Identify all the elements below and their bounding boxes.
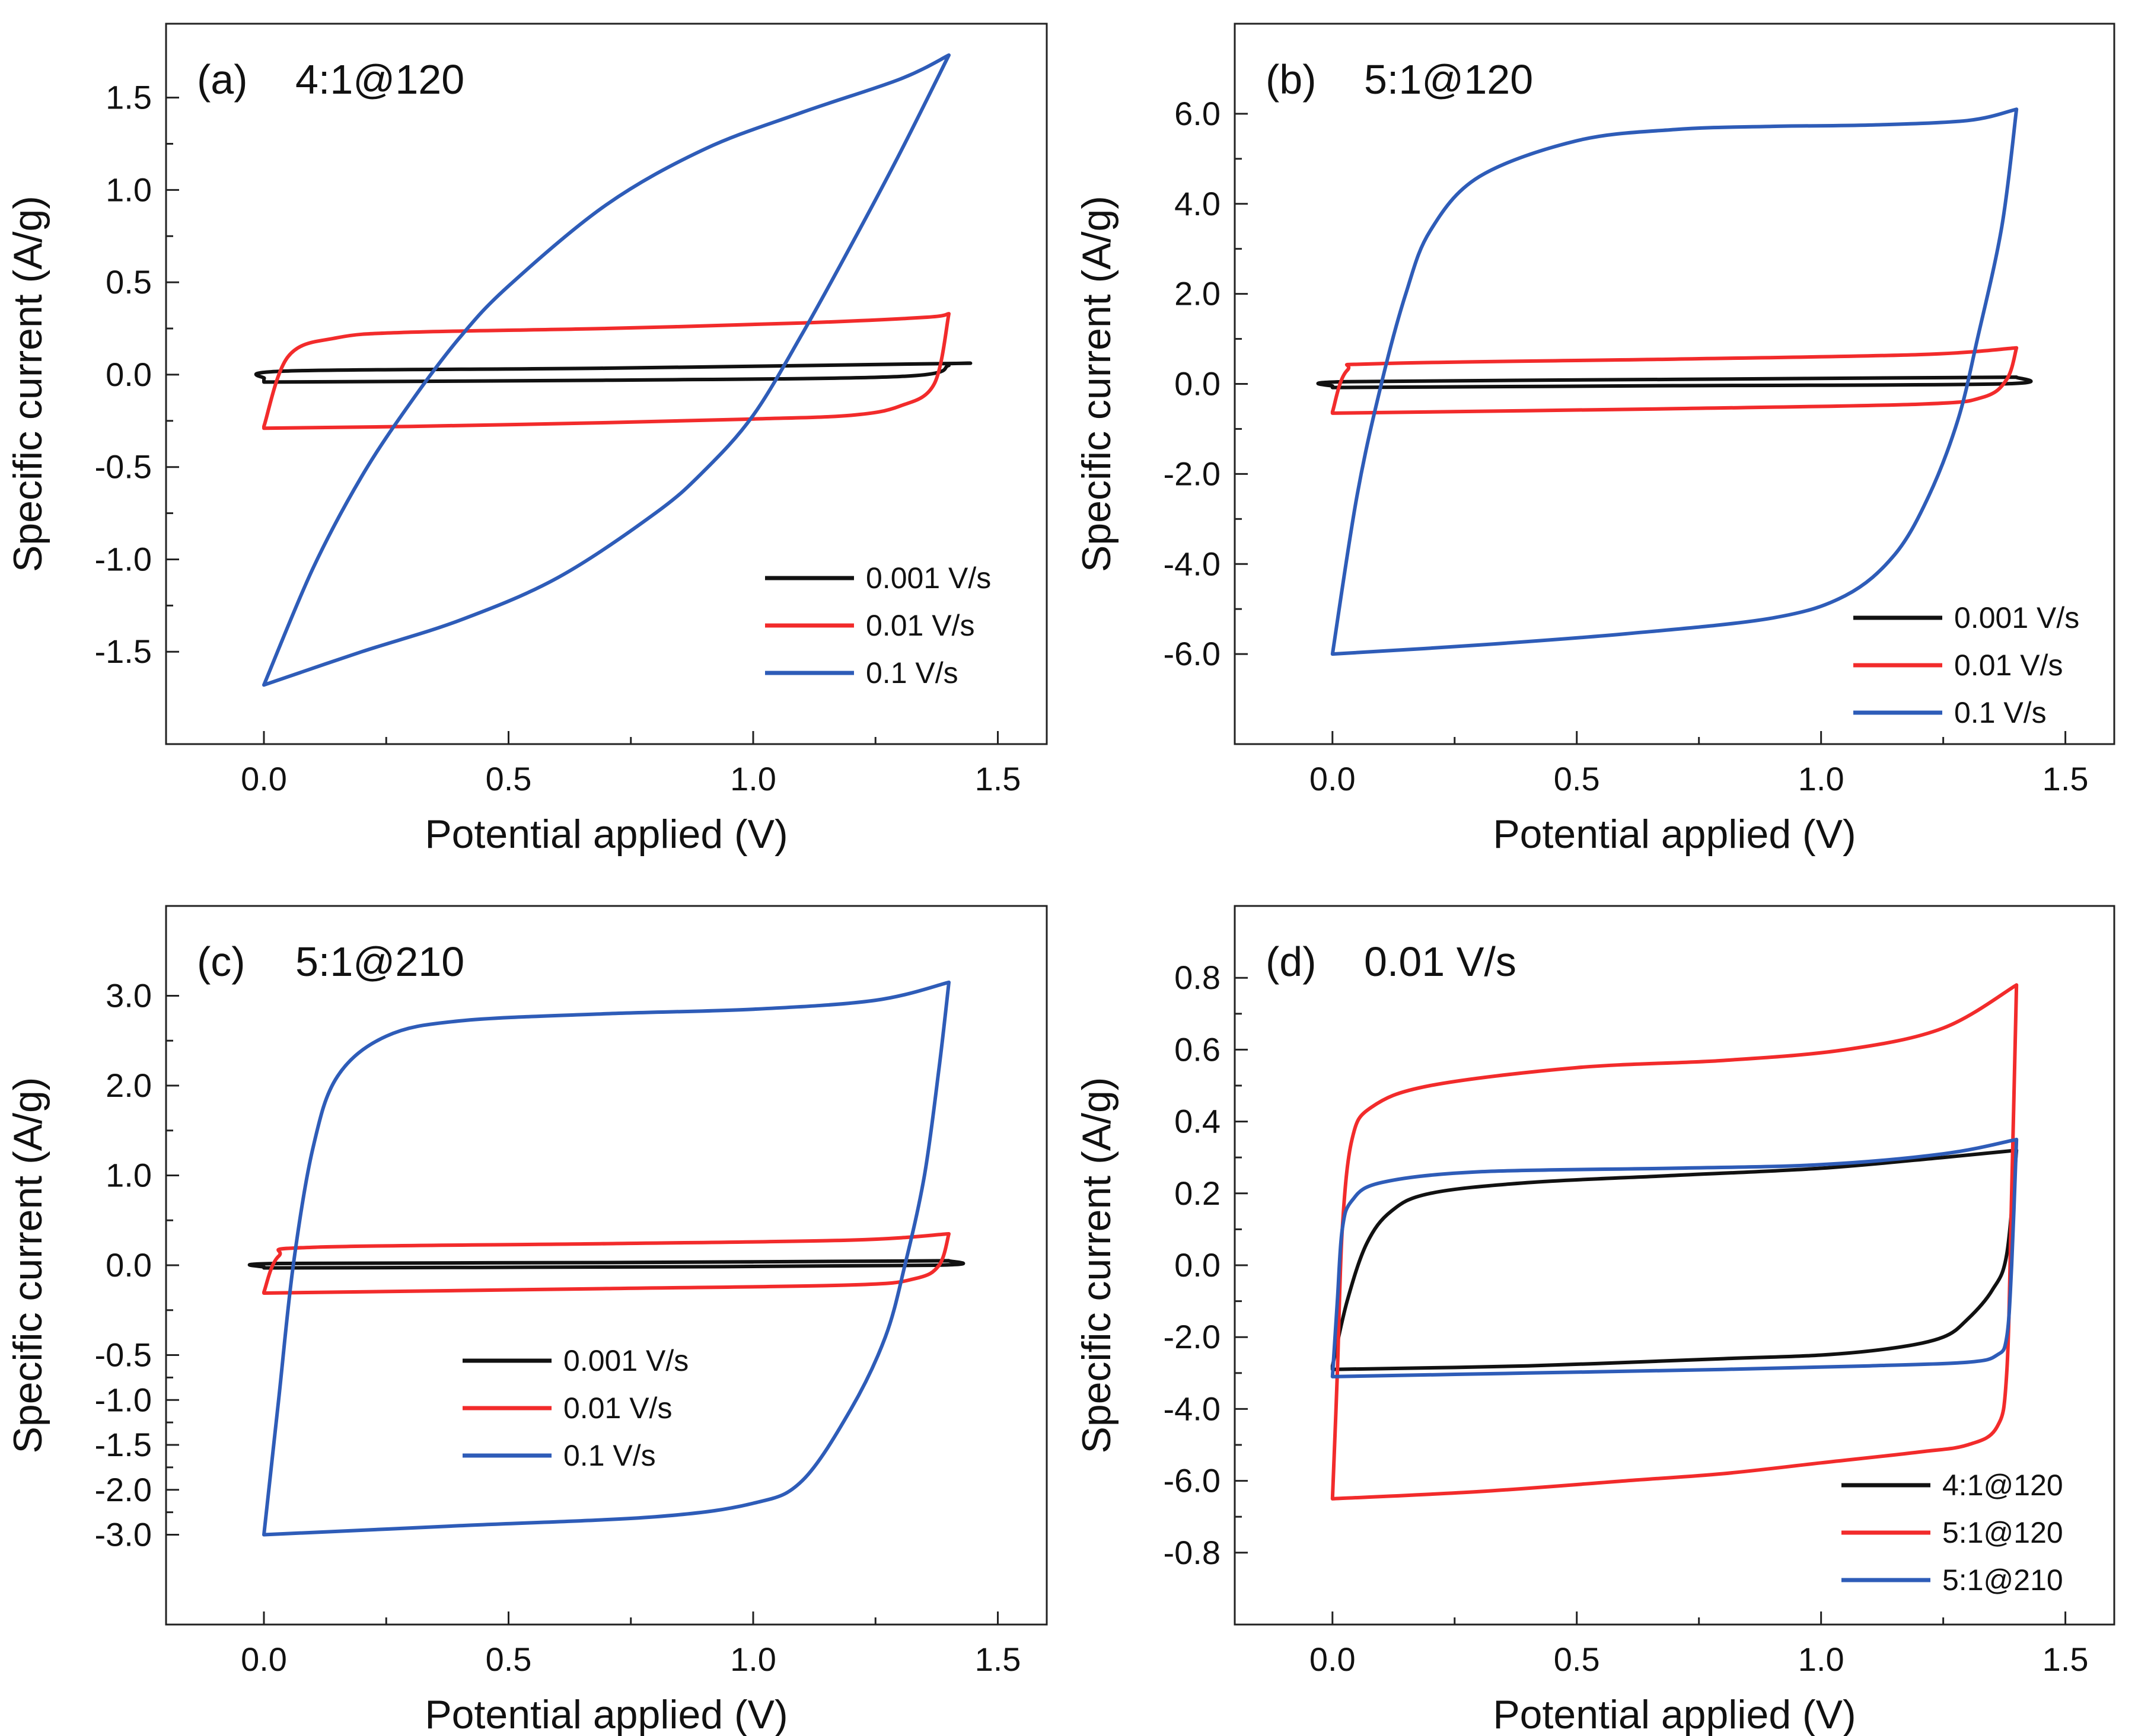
legend-label: 0.01 V/s (866, 609, 974, 642)
y-tick-label: -6.0 (1164, 635, 1221, 672)
series-line-0-01-v-s (1330, 346, 2019, 415)
panel-title: 4:1@120 (295, 56, 464, 103)
y-tick-label: -3.0 (95, 1516, 152, 1553)
y-tick-label: 0.2 (1174, 1175, 1221, 1212)
y-tick-label: -0.8 (1164, 1534, 1221, 1571)
series-line-0-1-v-s (1330, 107, 2019, 656)
panel-a: 0.0 0.5 1.0 1.5 -1.5 -1.0 -0.5 0.0 0.5 1.0 1.5 Pote… (5, 23, 1048, 857)
series-line-0-01-v-s (262, 1232, 951, 1295)
series-line-0-1-v-s (262, 53, 951, 687)
y-tick-label: 2.0 (1174, 275, 1221, 312)
series-line-0-001-v-s (247, 1259, 965, 1270)
panel-title: 5:1@120 (1364, 56, 1533, 103)
legend-label: 4:1@120 (1942, 1469, 2063, 1502)
y-tick-label: 1.5 (106, 79, 152, 116)
legend: 0.001 V/s 0.01 V/s 0.1 V/s (463, 1344, 689, 1472)
y-tick-label: 0.6 (1174, 1030, 1221, 1068)
y-tick-label: 0.0 (106, 1246, 152, 1284)
y-tick-label: -6.0 (1164, 1462, 1221, 1499)
x-tick-label: 0.0 (241, 760, 287, 797)
y-tick-label: -2.0 (1164, 455, 1221, 492)
legend-label: 5:1@210 (1942, 1563, 2063, 1597)
panel-label: (b) (1266, 56, 1317, 103)
series-line-0-001-v-s (254, 361, 973, 384)
x-tick-label: 1.0 (730, 760, 776, 797)
series-line-5-1-210 (1330, 1137, 2019, 1378)
series-line-0-1-v-s (262, 980, 951, 1537)
y-tick-label: 2.0 (106, 1067, 152, 1104)
panel-d: 0.0 0.5 1.0 1.5 -0.8 -6.0 -4.0 -2.0 0.0 0.2 0.4 0.6… (1074, 905, 2115, 1736)
panel-c: 0.0 0.5 1.0 1.5 -3.0 -2.0 -1.5 -1.0 -0.5 0.0 1.0 2.… (5, 905, 1048, 1736)
y-tick-label: -1.5 (95, 633, 152, 670)
y-tick-label: 4.0 (1174, 185, 1221, 222)
y-tick-label: 0.4 (1174, 1103, 1221, 1140)
y-tick-label: 3.0 (106, 977, 152, 1014)
legend-label: 0.01 V/s (563, 1392, 672, 1425)
legend-label: 0.1 V/s (1954, 696, 2047, 729)
x-tick-label: 0.5 (1554, 1641, 1600, 1678)
y-tick-label: 0.0 (1174, 1246, 1221, 1284)
y-axis-title: Specific current (A/g) (1074, 1077, 1119, 1454)
y-tick-label: -4.0 (1164, 1390, 1221, 1427)
legend-label: 0.1 V/s (563, 1439, 656, 1472)
y-tick-label: -4.0 (1164, 545, 1221, 582)
y-tick-label: 0.5 (106, 263, 152, 301)
x-axis-title: Potential applied (V) (425, 812, 788, 857)
y-tick-label: -1.0 (95, 1381, 152, 1418)
x-tick-label: 0.0 (241, 1641, 287, 1678)
y-tick-label: 6.0 (1174, 95, 1221, 132)
x-tick-label: 0.0 (1309, 760, 1356, 797)
legend: 0.001 V/s 0.01 V/s 0.1 V/s (1853, 601, 2079, 729)
y-tick-label: 0.0 (106, 356, 152, 393)
legend-label: 5:1@120 (1942, 1516, 2063, 1549)
x-axis-title: Potential applied (V) (425, 1692, 788, 1736)
x-axis-title: Potential applied (V) (1493, 812, 1856, 857)
series-line-5-1-120 (1330, 983, 2019, 1501)
legend-label: 0.001 V/s (866, 561, 991, 595)
legend-label: 0.001 V/s (563, 1344, 689, 1377)
y-tick-label: 0.8 (1174, 959, 1221, 996)
y-tick-label: -0.5 (95, 1336, 152, 1374)
panel-label: (c) (197, 939, 246, 985)
y-tick-label: -2.0 (1164, 1318, 1221, 1355)
panel-label: (a) (197, 56, 248, 103)
legend-label: 0.1 V/s (866, 656, 958, 690)
panel-title: 0.01 V/s (1364, 939, 1516, 985)
x-tick-label: 1.0 (730, 1641, 776, 1678)
y-tick-label: 0.0 (1174, 365, 1221, 403)
plot-frame (165, 23, 1048, 745)
x-tick-label: 1.5 (2042, 760, 2089, 797)
series-line-0-001-v-s (1316, 375, 2033, 390)
y-axis-title: Specific current (A/g) (1074, 196, 1119, 572)
panel-b: 0.0 0.5 1.0 1.5 -6.0 -4.0 -2.0 0.0 2.0 4.0 6.0 Pote… (1074, 23, 2115, 857)
panel-title: 5:1@210 (295, 939, 464, 985)
x-tick-label: 0.5 (486, 1641, 532, 1678)
y-axis-title: Specific current (A/g) (5, 1077, 50, 1454)
x-tick-label: 0.5 (486, 760, 532, 797)
series-line-0-01-v-s (262, 312, 951, 430)
x-tick-label: 1.5 (2042, 1641, 2089, 1678)
legend: 4:1@120 5:1@120 5:1@210 (1841, 1469, 2063, 1597)
panel-label: (d) (1266, 939, 1317, 985)
series-line-4-1-120 (1330, 1148, 2019, 1371)
x-tick-label: 1.0 (1798, 760, 1844, 797)
y-axis-title: Specific current (A/g) (5, 196, 50, 572)
legend-label: 0.001 V/s (1954, 601, 2079, 634)
x-tick-label: 0.5 (1554, 760, 1600, 797)
y-tick-label: 1.0 (106, 171, 152, 208)
y-tick-label: -2.0 (95, 1471, 152, 1508)
x-tick-label: 1.5 (975, 760, 1021, 797)
y-tick-label: -1.0 (95, 540, 152, 577)
legend: 0.001 V/s 0.01 V/s 0.1 V/s (765, 561, 991, 690)
legend-label: 0.01 V/s (1954, 649, 2063, 682)
y-tick-label: -1.5 (95, 1426, 152, 1463)
x-tick-label: 0.0 (1309, 1641, 1356, 1678)
y-tick-label: -0.5 (95, 448, 152, 486)
y-tick-label: 1.0 (106, 1157, 152, 1194)
x-tick-label: 1.5 (975, 1641, 1021, 1678)
x-tick-label: 1.0 (1798, 1641, 1844, 1678)
x-axis-title: Potential applied (V) (1493, 1692, 1856, 1736)
